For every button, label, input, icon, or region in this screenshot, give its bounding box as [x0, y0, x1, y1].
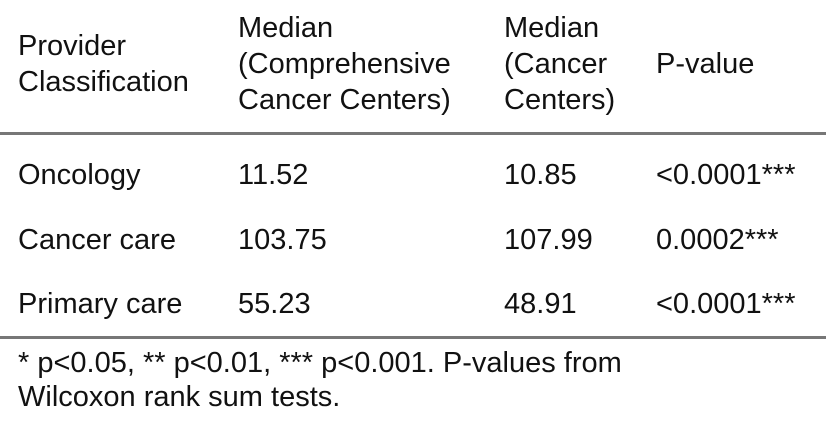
- header-median-comprehensive: Median (Comprehensive Cancer Centers): [220, 0, 486, 134]
- table-row: Cancer care 103.75 107.99 0.0002***: [0, 208, 826, 273]
- table-footnote: * p<0.05, ** p<0.01, *** p<0.001. P-valu…: [18, 346, 808, 414]
- cell-median-cc: 10.85: [504, 159, 577, 192]
- header-line: Median: [238, 12, 334, 44]
- cell-median-cc: 107.99: [504, 224, 593, 256]
- header-line: Classification: [18, 66, 189, 98]
- table-row: Oncology 11.52 10.85 <0.0001***: [0, 134, 826, 208]
- cell-median-cc: 48.91: [504, 288, 577, 321]
- cell-p-value: 0.0002***: [656, 224, 779, 256]
- cell-median-ccc: 103.75: [238, 224, 327, 256]
- header-line: (Comprehensive: [238, 48, 451, 80]
- footnote-line-2: Wilcoxon rank sum tests.: [18, 381, 341, 413]
- results-table-container: Provider Classification Median (Comprehe…: [0, 0, 826, 338]
- header-line: Median: [504, 12, 600, 44]
- table-body: Oncology 11.52 10.85 <0.0001*** Cancer c…: [0, 134, 826, 338]
- cell-provider: Oncology: [18, 159, 141, 192]
- header-provider-classification: Provider Classification: [0, 0, 220, 134]
- header-line: (Cancer: [504, 48, 608, 80]
- footnote-line-1: * p<0.05, ** p<0.01, *** p<0.001. P-valu…: [18, 347, 622, 379]
- cell-median-ccc: 11.52: [238, 159, 309, 192]
- table-row: Primary care 55.23 48.91 <0.0001***: [0, 273, 826, 338]
- cell-p-value: <0.0001***: [656, 288, 796, 321]
- cell-p-value: <0.0001***: [656, 159, 796, 192]
- header-line: Cancer Centers): [238, 84, 451, 116]
- cell-provider: Cancer care: [18, 224, 176, 256]
- table-header: Provider Classification Median (Comprehe…: [0, 0, 826, 134]
- header-row: Provider Classification Median (Comprehe…: [0, 0, 826, 134]
- header-median-cancer-centers: Median (Cancer Centers): [486, 0, 638, 134]
- header-line: Provider: [18, 30, 126, 62]
- cell-median-ccc: 55.23: [238, 288, 311, 321]
- results-table: Provider Classification Median (Comprehe…: [0, 0, 826, 338]
- header-line: P-value: [656, 48, 755, 80]
- header-p-value: P-value: [638, 0, 826, 134]
- header-line: Centers): [504, 84, 616, 116]
- cell-provider: Primary care: [18, 288, 183, 321]
